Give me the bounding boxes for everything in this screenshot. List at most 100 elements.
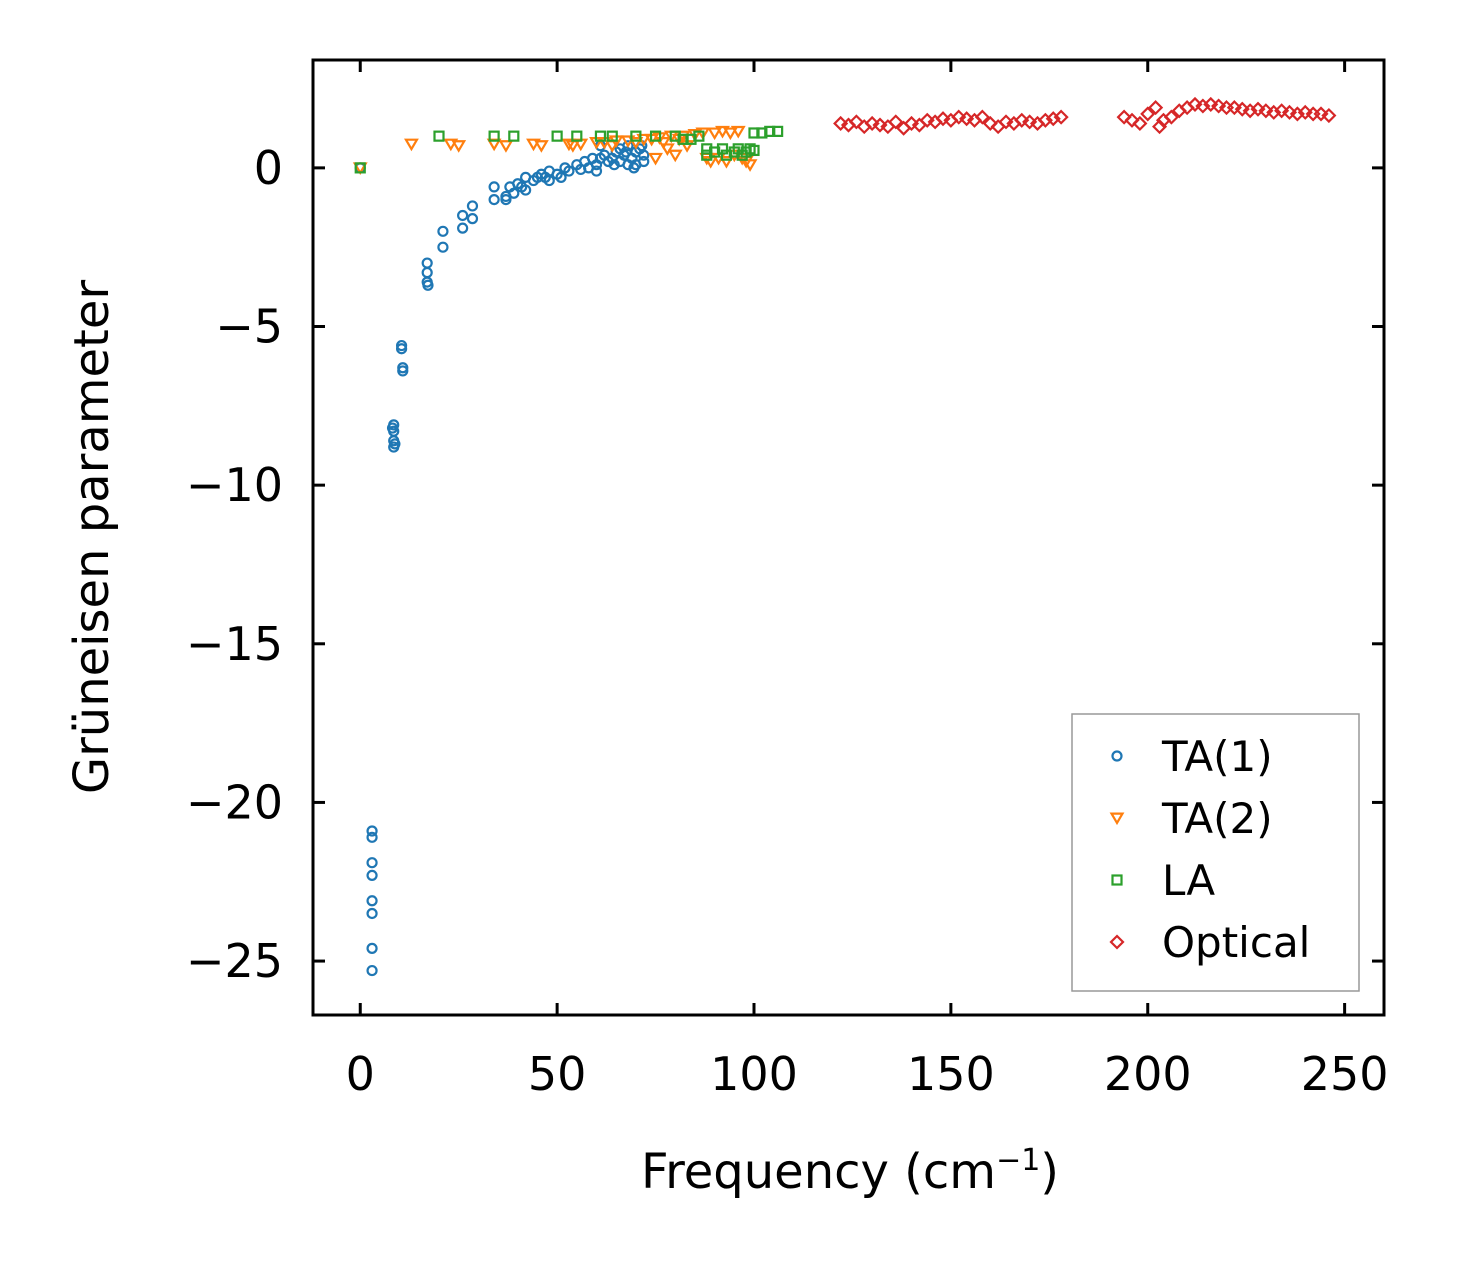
data-point bbox=[366, 831, 378, 843]
data-point bbox=[649, 130, 662, 142]
data-point bbox=[386, 422, 399, 434]
data-point bbox=[656, 136, 671, 150]
data-point bbox=[366, 825, 378, 837]
data-point bbox=[551, 130, 563, 142]
data-point bbox=[354, 162, 366, 174]
x-tick-label: 250 bbox=[1301, 1047, 1389, 1101]
data-point bbox=[974, 109, 990, 125]
data-point bbox=[563, 165, 575, 177]
x-tick-label: 200 bbox=[1104, 1047, 1192, 1101]
series-optical bbox=[833, 96, 1337, 136]
data-point bbox=[628, 136, 644, 150]
data-point bbox=[1195, 98, 1211, 114]
y-tick-label: −5 bbox=[215, 300, 283, 354]
data-point bbox=[451, 140, 467, 153]
data-point bbox=[498, 140, 514, 153]
y-tick-label: −25 bbox=[186, 934, 283, 988]
data-point bbox=[457, 222, 469, 234]
data-point bbox=[571, 130, 583, 142]
data-point bbox=[709, 146, 721, 158]
data-point bbox=[1242, 103, 1258, 119]
data-point bbox=[466, 200, 479, 212]
data-point bbox=[888, 114, 904, 130]
data-point bbox=[366, 964, 378, 977]
data-point bbox=[1148, 100, 1164, 116]
data-point bbox=[608, 159, 620, 171]
legend-marker bbox=[1109, 812, 1125, 826]
legend-marker bbox=[1111, 750, 1123, 762]
x-axis-title-sup: −1 bbox=[996, 1143, 1040, 1178]
data-point bbox=[443, 138, 459, 152]
data-point bbox=[772, 125, 784, 137]
y-tick-label: −10 bbox=[186, 458, 283, 512]
x-axis-title-tail: ) bbox=[1040, 1144, 1059, 1200]
data-point bbox=[701, 149, 713, 161]
data-point bbox=[508, 130, 520, 142]
data-point bbox=[1152, 119, 1168, 135]
data-point bbox=[395, 343, 408, 355]
data-point bbox=[659, 143, 675, 156]
data-point bbox=[722, 127, 738, 141]
data-point bbox=[628, 162, 640, 174]
data-point bbox=[1266, 104, 1282, 120]
y-tick-label: −20 bbox=[186, 775, 283, 829]
data-point bbox=[720, 149, 733, 161]
data-point bbox=[622, 140, 634, 152]
data-point bbox=[1116, 109, 1132, 125]
data-point bbox=[1124, 112, 1140, 128]
data-point bbox=[389, 438, 401, 450]
data-point bbox=[1289, 106, 1305, 122]
y-tick-label: 0 bbox=[254, 141, 283, 195]
y-axis-title: Grüneisen parameter bbox=[64, 280, 120, 795]
data-point bbox=[701, 143, 713, 155]
data-point bbox=[437, 225, 449, 237]
data-point bbox=[366, 907, 378, 920]
data-point bbox=[500, 194, 512, 206]
data-point bbox=[466, 213, 479, 225]
legend-label: TA(2) bbox=[1161, 794, 1273, 843]
x-axis-title: Frequency (cm−1) bbox=[641, 1143, 1059, 1200]
legend-item: TA(1) bbox=[1111, 732, 1273, 781]
data-point bbox=[590, 165, 603, 177]
data-point bbox=[366, 942, 378, 954]
data-point bbox=[508, 187, 520, 199]
data-point bbox=[764, 125, 776, 137]
x-tick-label: 100 bbox=[710, 1047, 798, 1101]
data-point bbox=[457, 209, 469, 222]
legend-marker bbox=[1109, 934, 1125, 950]
data-point bbox=[848, 114, 864, 130]
data-point bbox=[533, 140, 549, 153]
series-la bbox=[354, 125, 784, 174]
data-point bbox=[366, 895, 378, 907]
data-point bbox=[677, 133, 689, 145]
legend-item: TA(2) bbox=[1109, 794, 1273, 843]
x-axis-title-main: Frequency (cm bbox=[641, 1144, 996, 1200]
data-point bbox=[488, 130, 500, 142]
data-point bbox=[620, 146, 632, 158]
data-point bbox=[397, 365, 409, 377]
data-point bbox=[748, 144, 760, 157]
data-point bbox=[1045, 111, 1061, 127]
data-point bbox=[437, 241, 449, 253]
data-point bbox=[555, 171, 567, 183]
data-point bbox=[715, 125, 730, 139]
data-point bbox=[366, 857, 378, 869]
data-point bbox=[404, 138, 419, 152]
legend: TA(1) TA(2) LA Optical bbox=[1071, 713, 1360, 992]
data-point bbox=[520, 184, 532, 196]
legend-label: Optical bbox=[1162, 918, 1310, 967]
data-point bbox=[742, 159, 758, 172]
data-point bbox=[719, 156, 734, 169]
data-point bbox=[667, 149, 683, 163]
data-point bbox=[543, 174, 555, 187]
data-point bbox=[594, 130, 607, 142]
data-point bbox=[685, 133, 697, 145]
data-point bbox=[630, 130, 642, 142]
data-point bbox=[526, 138, 541, 152]
data-point bbox=[561, 138, 577, 152]
x-tick-label: 50 bbox=[528, 1047, 587, 1101]
data-point bbox=[1163, 109, 1179, 125]
data-point bbox=[366, 869, 378, 881]
legend-marker bbox=[1111, 874, 1123, 886]
data-point bbox=[695, 127, 711, 141]
